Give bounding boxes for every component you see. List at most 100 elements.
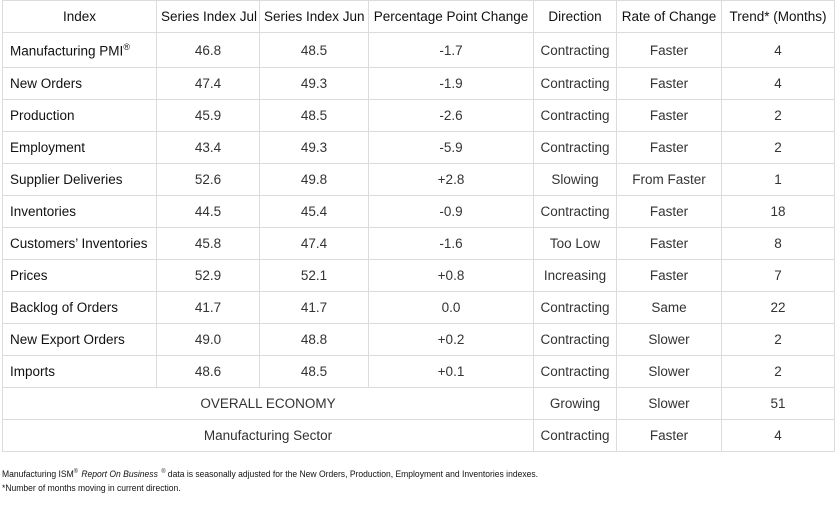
change-cell: +0.1: [368, 355, 534, 388]
footnotes: Manufacturing ISM® Report On Business ® da…: [2, 465, 812, 496]
index-name: Inventories: [10, 204, 77, 219]
footnote-text: Manufacturing ISM: [2, 469, 74, 481]
trend-cell: 2: [721, 131, 835, 164]
direction-cell: Contracting: [533, 67, 617, 100]
trend-cell: 2: [721, 323, 835, 356]
change-cell: -1.9: [368, 67, 534, 100]
table-row: Backlog of Orders 41.7 41.7 0.0 Contracting S…: [2, 291, 835, 324]
trend-cell: 4: [721, 67, 835, 100]
table-row: Manufacturing PMI® 46.8 48.5 -1.7 Contractin…: [2, 32, 835, 68]
summary-label: OVERALL ECONOMY: [2, 387, 534, 420]
index-cell: New Orders: [2, 67, 157, 100]
jul-cell: 43.4: [156, 131, 260, 164]
index-cell: Production: [2, 99, 157, 132]
index-name: Manufacturing PMI: [10, 43, 124, 59]
trend-cell: 51: [721, 387, 835, 420]
direction-cell: Contracting: [533, 99, 617, 132]
rate-cell: Faster: [616, 131, 722, 164]
change-cell: -2.6: [368, 99, 534, 132]
jul-cell: 44.5: [156, 195, 260, 228]
table-row: New Export Orders 49.0 48.8 +0.2 Contracting…: [2, 323, 835, 356]
table-row: Supplier Deliveries 52.6 49.8 +2.8 Slowing Fr…: [2, 163, 835, 196]
trend-cell: 4: [721, 32, 835, 68]
direction-cell: Contracting: [533, 291, 617, 324]
trend-cell: 4: [721, 419, 835, 452]
rate-cell: Slower: [616, 387, 722, 420]
column-header: Series Index Jun: [259, 0, 369, 33]
index-name: Customers’ Inventories: [10, 236, 148, 251]
index-cell: Prices: [2, 259, 157, 292]
jun-cell: 48.8: [259, 323, 369, 356]
footnote-text: data is seasonally adjusted for the New …: [167, 469, 539, 481]
index-cell: Supplier Deliveries: [2, 163, 157, 196]
jun-cell: 41.7: [259, 291, 369, 324]
table-row: Customers’ Inventories 45.8 47.4 -1.6 Too Lo…: [2, 227, 835, 260]
trend-cell: 22: [721, 291, 835, 324]
jul-cell: 46.8: [156, 32, 260, 68]
change-cell: -1.6: [368, 227, 534, 260]
summary-label: Manufacturing Sector: [2, 419, 534, 452]
index-name: Production: [10, 108, 75, 123]
footnote: *Number of months moving in current dire…: [2, 483, 181, 495]
index-cell: Backlog of Orders: [2, 291, 157, 324]
jun-cell: 49.3: [259, 131, 369, 164]
change-cell: 0.0: [368, 291, 534, 324]
rate-cell: Faster: [616, 227, 722, 260]
column-header: Index: [2, 0, 157, 33]
direction-cell: Contracting: [533, 355, 617, 388]
jun-cell: 52.1: [259, 259, 369, 292]
trend-cell: 7: [721, 259, 835, 292]
change-cell: -0.9: [368, 195, 534, 228]
rate-cell: Faster: [616, 67, 722, 100]
table-row: Prices 52.9 52.1 +0.8 Increasing Faster 7: [2, 259, 835, 292]
rate-cell: From Faster: [616, 163, 722, 196]
table-row: Inventories 44.5 45.4 -0.9 Contracting Faster…: [2, 195, 835, 228]
index-cell: Manufacturing PMI®: [2, 32, 157, 68]
index-name: Backlog of Orders: [10, 300, 119, 315]
change-cell: +0.2: [368, 323, 534, 356]
change-cell: +2.8: [368, 163, 534, 196]
change-cell: +0.8: [368, 259, 534, 292]
direction-cell: Increasing: [533, 259, 617, 292]
rate-cell: Faster: [616, 419, 722, 452]
rate-cell: Faster: [616, 195, 722, 228]
jun-cell: 45.4: [259, 195, 369, 228]
index-cell: Imports: [2, 355, 157, 388]
jul-cell: 52.6: [156, 163, 260, 196]
jul-cell: 48.6: [156, 355, 260, 388]
index-name: Prices: [10, 268, 48, 283]
footnote: Manufacturing ISM® Report On Business ® da…: [2, 465, 812, 482]
jul-cell: 49.0: [156, 323, 260, 356]
table-row: Production 45.9 48.5 -2.6 Contracting Faster 2: [2, 99, 835, 132]
trend-cell: 2: [721, 355, 835, 388]
table-row: Imports 48.6 48.5 +0.1 Contracting Slower 2: [2, 355, 835, 388]
table-body: Manufacturing PMI® 46.8 48.5 -1.7 Contractin…: [2, 32, 835, 452]
direction-cell: Contracting: [533, 195, 617, 228]
index-name: Employment: [10, 140, 86, 155]
trend-cell: 2: [721, 99, 835, 132]
direction-cell: Growing: [533, 387, 617, 420]
column-header: Series Index Jul: [156, 0, 260, 33]
index-cell: Customers’ Inventories: [2, 227, 157, 260]
footnote-text: Report On Business: [81, 469, 158, 481]
header-row: Index Series Index Jul Series Index Jun Per…: [2, 0, 835, 33]
rate-cell: Faster: [616, 99, 722, 132]
rate-cell: Slower: [616, 323, 722, 356]
rate-cell: Same: [616, 291, 722, 324]
summary-row: OVERALL ECONOMY Growing Slower 51: [2, 387, 835, 420]
column-header: Rate of Change: [616, 0, 722, 33]
index-name: Supplier Deliveries: [10, 172, 123, 187]
jun-cell: 49.3: [259, 67, 369, 100]
rate-cell: Slower: [616, 355, 722, 388]
column-header: Trend* (Months): [721, 0, 835, 33]
ism-table: Index Series Index Jul Series Index Jun Per…: [2, 0, 835, 452]
direction-cell: Contracting: [533, 323, 617, 356]
registered-mark: ®: [161, 469, 166, 475]
table-row: New Orders 47.4 49.3 -1.9 Contracting Faster 4: [2, 67, 835, 100]
index-name: Imports: [10, 364, 56, 379]
table-row: Employment 43.4 49.3 -5.9 Contracting Faster 2: [2, 131, 835, 164]
change-cell: -1.7: [368, 32, 534, 68]
jun-cell: 48.5: [259, 32, 369, 68]
index-cell: New Export Orders: [2, 323, 157, 356]
rate-cell: Faster: [616, 32, 722, 68]
